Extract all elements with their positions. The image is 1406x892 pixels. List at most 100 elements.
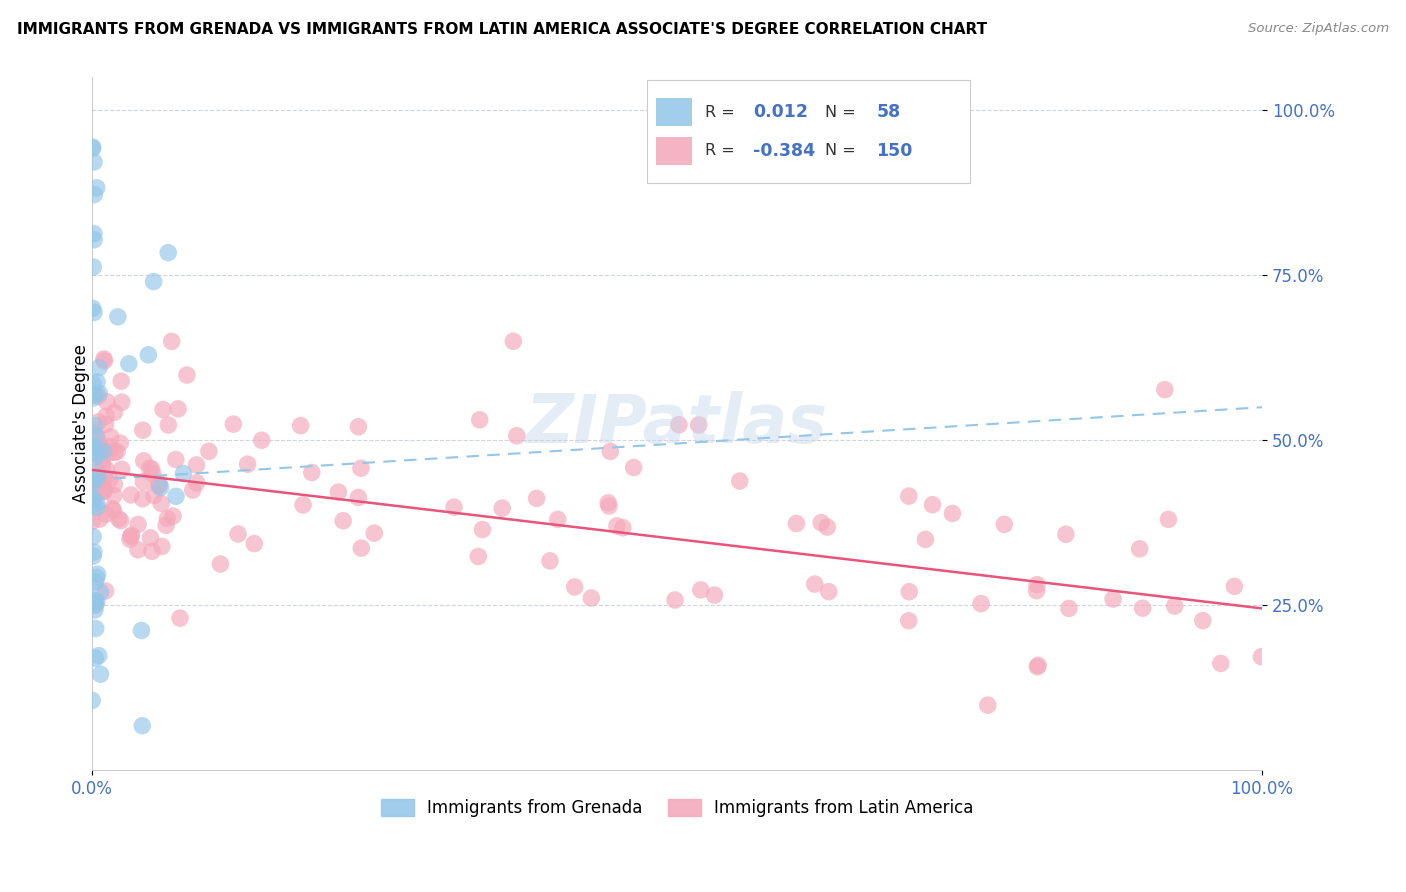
Point — [301, 466, 323, 480]
Point — [110, 514, 132, 528]
Point — [82, 549, 104, 563]
Point — [96, 462, 118, 476]
Point — [86, 567, 108, 582]
Point — [350, 461, 373, 475]
Point — [83, 439, 105, 453]
Point — [564, 580, 586, 594]
Point — [347, 419, 370, 434]
Point — [703, 588, 725, 602]
Point — [363, 526, 385, 541]
Point — [87, 469, 110, 483]
Point — [141, 462, 163, 476]
Point — [471, 523, 494, 537]
Point — [538, 554, 561, 568]
Point — [1025, 583, 1047, 598]
Point — [139, 531, 162, 545]
Point — [83, 418, 105, 433]
Point — [467, 549, 489, 564]
Point — [547, 512, 569, 526]
Point — [236, 457, 259, 471]
Point — [491, 501, 513, 516]
Point — [86, 570, 108, 584]
Point — [162, 509, 184, 524]
Point — [87, 415, 110, 429]
Point — [120, 529, 142, 543]
Point — [993, 517, 1015, 532]
Point — [443, 500, 465, 515]
Point — [815, 520, 838, 534]
Point — [176, 368, 198, 382]
Point — [165, 452, 187, 467]
Point — [93, 483, 115, 497]
Point — [103, 503, 125, 517]
Point — [688, 417, 710, 432]
Point — [93, 351, 115, 366]
Point — [181, 483, 204, 497]
Point — [728, 474, 751, 488]
Point — [148, 479, 170, 493]
Point — [598, 499, 620, 513]
Point — [250, 434, 273, 448]
Point — [87, 648, 110, 663]
Text: 58: 58 — [876, 103, 901, 121]
Point — [86, 496, 108, 510]
Point — [172, 467, 194, 481]
Point — [120, 488, 142, 502]
Point — [186, 475, 208, 490]
Point — [89, 440, 111, 454]
Point — [668, 417, 690, 432]
Point — [132, 475, 155, 489]
Point — [83, 426, 105, 441]
Point — [82, 477, 104, 491]
Point — [107, 512, 129, 526]
Point — [94, 584, 117, 599]
Point — [91, 458, 114, 473]
Legend: Immigrants from Grenada, Immigrants from Latin America: Immigrants from Grenada, Immigrants from… — [374, 792, 980, 824]
Point — [121, 528, 143, 542]
Point — [132, 454, 155, 468]
Point — [83, 545, 105, 559]
Point — [82, 491, 104, 506]
Point — [328, 485, 350, 500]
Point — [157, 245, 180, 260]
Text: R =: R = — [704, 105, 735, 120]
Y-axis label: Associate's Degree: Associate's Degree — [72, 344, 90, 503]
Point — [810, 516, 832, 530]
Point — [606, 519, 628, 533]
Point — [86, 430, 108, 444]
Point — [160, 334, 183, 349]
Point — [1209, 657, 1232, 671]
Point — [82, 530, 104, 544]
Text: Source: ZipAtlas.com: Source: ZipAtlas.com — [1249, 22, 1389, 36]
Point — [83, 305, 105, 319]
Point — [86, 181, 108, 195]
Point — [977, 698, 1000, 713]
Point — [84, 622, 107, 636]
Text: R =: R = — [704, 144, 735, 158]
Point — [131, 624, 153, 638]
Point — [138, 348, 160, 362]
Point — [149, 480, 172, 494]
Point — [98, 446, 121, 460]
Text: N =: N = — [825, 144, 855, 158]
Point — [93, 444, 115, 458]
Point — [243, 536, 266, 550]
Point — [1163, 599, 1185, 613]
Point — [1153, 383, 1175, 397]
Point — [1157, 512, 1180, 526]
Point — [93, 484, 115, 499]
Point — [169, 611, 191, 625]
Point — [131, 491, 153, 506]
Point — [87, 389, 110, 403]
Point — [82, 376, 104, 391]
Point — [897, 614, 920, 628]
Point — [118, 533, 141, 547]
Point — [94, 417, 117, 432]
Point — [84, 599, 107, 613]
Point — [103, 477, 125, 491]
Point — [664, 593, 686, 607]
Point — [468, 413, 491, 427]
Bar — [657, 136, 692, 165]
Point — [82, 260, 104, 274]
Point — [83, 187, 105, 202]
